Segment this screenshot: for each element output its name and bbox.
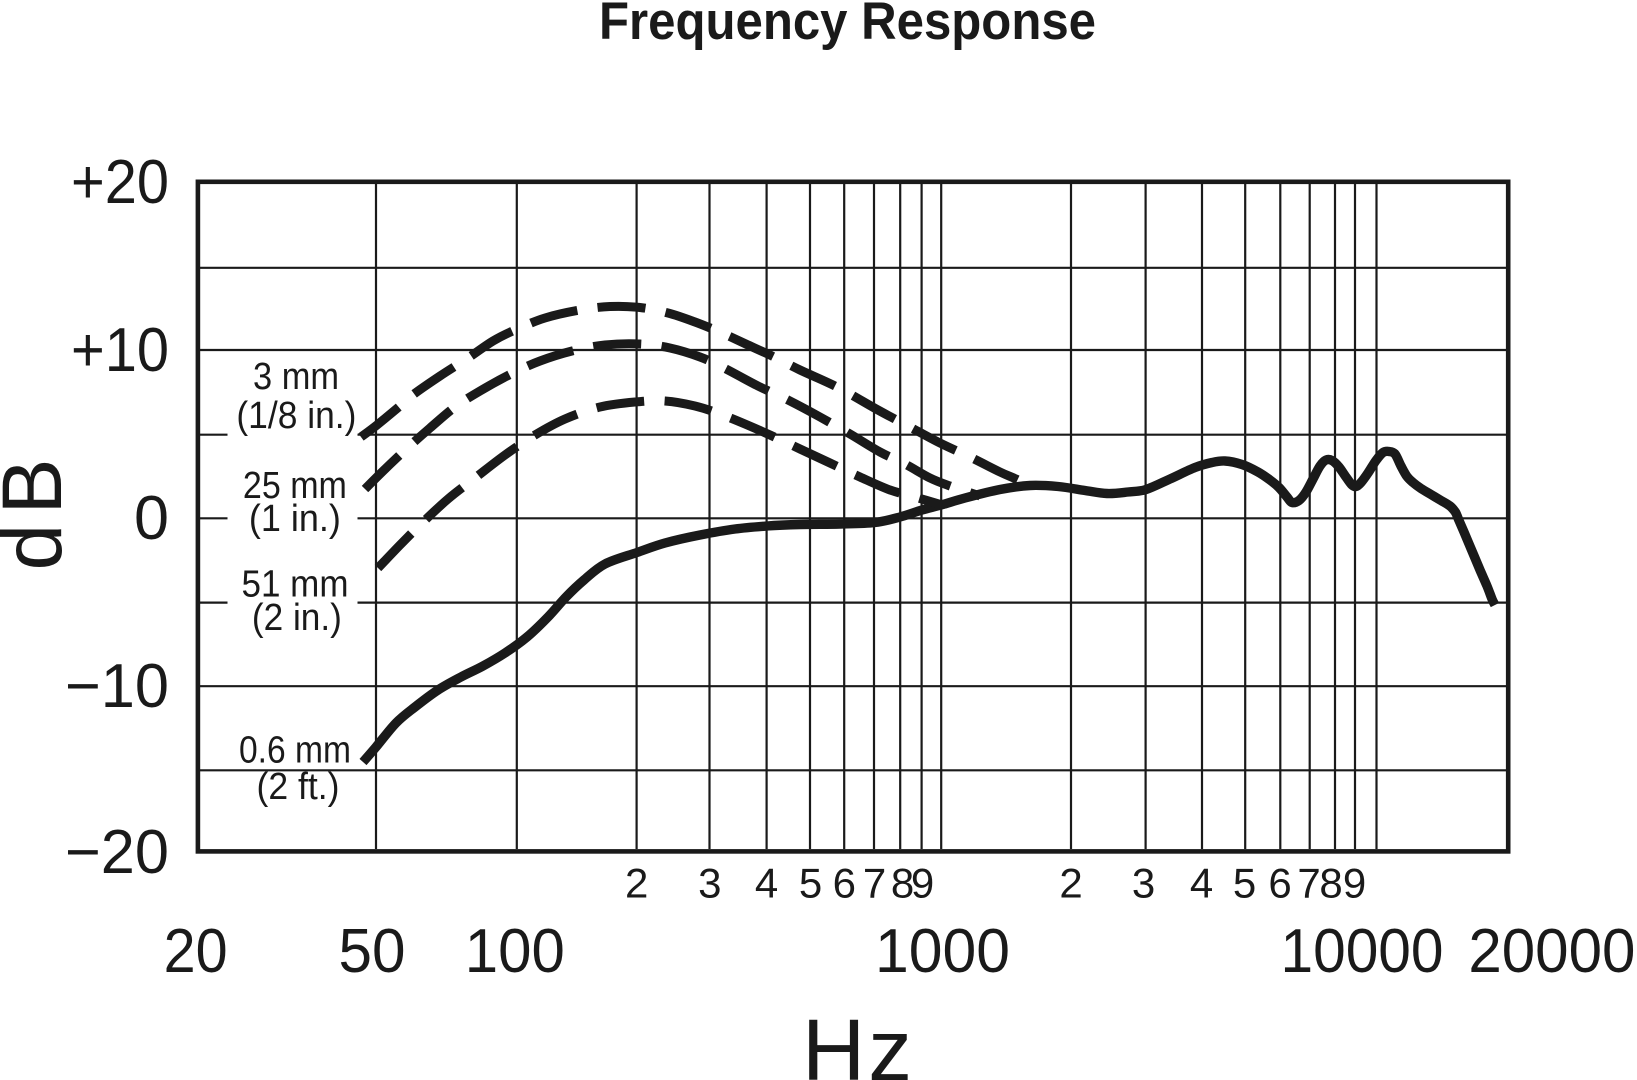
- svg-text:−20: −20: [65, 818, 169, 887]
- svg-text:51 mm: 51 mm: [242, 563, 349, 605]
- svg-text:3: 3: [698, 860, 721, 907]
- svg-text:+10: +10: [71, 316, 169, 385]
- svg-text:5: 5: [799, 860, 822, 907]
- svg-text:−10: −10: [65, 652, 169, 721]
- svg-text:50: 50: [339, 917, 406, 986]
- svg-text:0.6 mm: 0.6 mm: [239, 730, 351, 772]
- svg-text:(1 in.): (1 in.): [249, 498, 341, 540]
- svg-text:(1/8 in.): (1/8 in.): [236, 395, 356, 437]
- svg-text:20000: 20000: [1468, 917, 1635, 986]
- svg-text:1000: 1000: [875, 917, 1010, 986]
- svg-text:6: 6: [833, 860, 856, 907]
- svg-text:25 mm: 25 mm: [243, 465, 347, 507]
- svg-text:4: 4: [1190, 860, 1213, 907]
- svg-text:3: 3: [1132, 860, 1155, 907]
- svg-text:dB: dB: [0, 459, 79, 571]
- svg-text:2: 2: [625, 860, 648, 907]
- svg-text:9: 9: [911, 860, 934, 907]
- svg-text:7: 7: [863, 860, 886, 907]
- svg-text:8: 8: [891, 860, 914, 907]
- svg-text:20: 20: [164, 917, 228, 986]
- svg-text:6: 6: [1268, 860, 1291, 907]
- svg-text:7: 7: [1297, 860, 1320, 907]
- svg-text:Hz: Hz: [802, 1001, 912, 1080]
- svg-text:Frequency Response: Frequency Response: [599, 0, 1096, 51]
- svg-text:8: 8: [1319, 860, 1342, 907]
- svg-text:100: 100: [465, 917, 565, 986]
- svg-text:(2 in.): (2 in.): [252, 597, 342, 639]
- svg-text:9: 9: [1343, 860, 1366, 907]
- svg-text:10000: 10000: [1281, 917, 1444, 986]
- svg-text:5: 5: [1233, 860, 1256, 907]
- svg-text:4: 4: [755, 860, 778, 907]
- svg-text:0: 0: [134, 484, 169, 553]
- svg-text:+20: +20: [71, 148, 169, 217]
- svg-text:2: 2: [1059, 860, 1082, 907]
- svg-text:(2 ft.): (2 ft.): [257, 766, 340, 808]
- svg-text:3 mm: 3 mm: [253, 356, 339, 398]
